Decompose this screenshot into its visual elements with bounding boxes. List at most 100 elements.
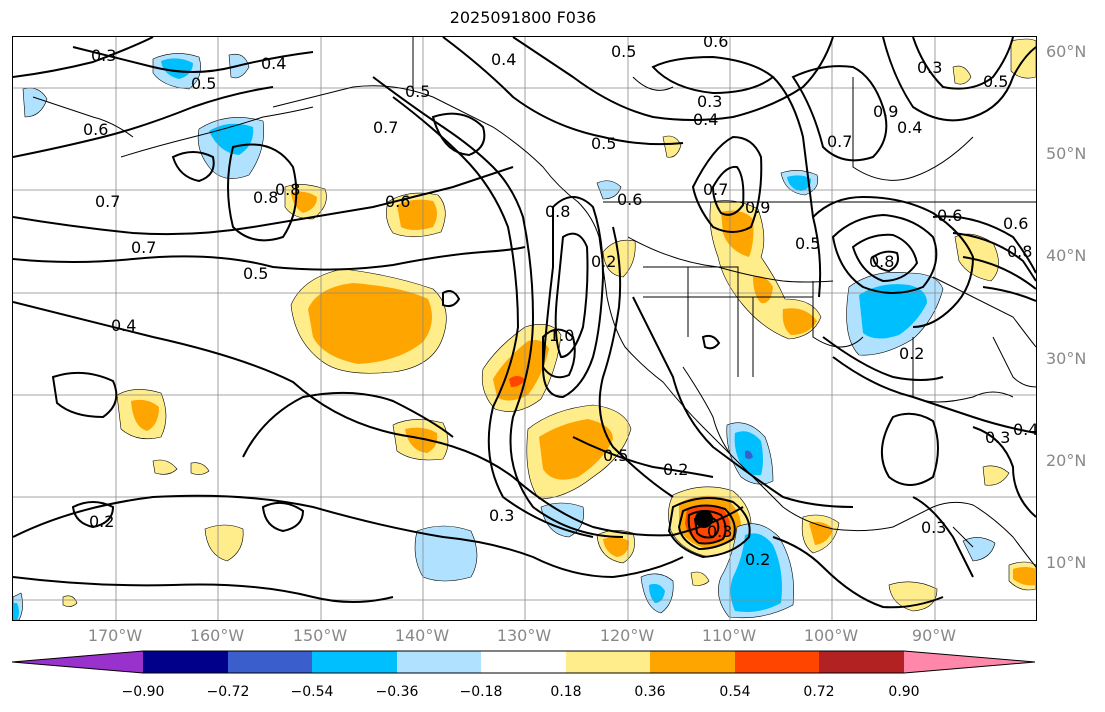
contour-label: 0.7 — [373, 118, 398, 137]
contour-label: 0.3 — [489, 506, 514, 525]
colorbar-tick-label: 0.90 — [888, 684, 920, 700]
contour-label: 0.5 — [243, 264, 268, 283]
contour-label: 0.2 — [663, 460, 688, 479]
shading-region — [662, 135, 682, 158]
shading-region — [730, 533, 782, 612]
shading-region — [539, 419, 613, 480]
colorbar-tick-label: −0.90 — [121, 684, 165, 700]
shading-region — [62, 595, 78, 607]
colorbar-segment — [12, 651, 143, 673]
shading-region — [161, 58, 193, 79]
contour-label: 0.5 — [405, 82, 430, 101]
colorbar-segment — [143, 651, 228, 673]
lon-label: 160°W — [189, 626, 245, 645]
colorbar-segment — [819, 651, 904, 673]
shading-region — [209, 123, 254, 155]
contour-label: 0.6 — [937, 206, 962, 225]
contour-label: 0.3 — [707, 522, 732, 541]
colorbar-tick-label: 0.54 — [719, 684, 751, 700]
shading-region — [493, 340, 549, 401]
colorbar-tick-label: 0.36 — [634, 684, 666, 700]
colorbar-tick-label: −0.72 — [206, 684, 250, 700]
colorbar-segment — [481, 651, 566, 673]
shading-region — [509, 376, 525, 387]
lat-label: 50°N — [1046, 144, 1087, 163]
contour-label: 0.6 — [385, 192, 410, 211]
contour-labels: 0.3 0.5 0.4 0.6 0.4 0.5 0.3 0.5 0.6 0.5 … — [83, 37, 1036, 569]
contour-label: 0.5 — [611, 42, 636, 61]
shading-region — [721, 210, 754, 257]
colorbar-segment — [566, 651, 650, 673]
colorbar-tick-label: −0.54 — [290, 684, 334, 700]
colorbar — [12, 650, 1036, 674]
shading-region — [952, 65, 972, 85]
contour-label: 0.6 — [83, 120, 108, 139]
contour-label: 0.5 — [591, 134, 616, 153]
shading-region — [397, 199, 437, 230]
shading-region — [982, 465, 1010, 486]
colorbar-tick-label: −0.36 — [375, 684, 419, 700]
shading-region — [131, 399, 159, 431]
colorbar-segment — [904, 651, 1035, 673]
lat-label: 20°N — [1046, 451, 1087, 470]
contour-label: 0.8 — [1007, 242, 1032, 261]
lon-label: 150°W — [292, 626, 348, 645]
colorbar-tick-label: −0.18 — [459, 684, 503, 700]
shading-region — [745, 450, 753, 459]
contour-label: 0.9 — [745, 198, 770, 217]
colorbar-segment — [312, 651, 397, 673]
contour-label: 0.2 — [591, 252, 616, 271]
shading-region — [962, 537, 996, 562]
contour-label: 0.8 — [275, 180, 300, 199]
lat-label: 60°N — [1046, 42, 1087, 61]
shading-region — [603, 537, 629, 557]
contours — [13, 37, 1036, 609]
contour-label: 0.5 — [983, 72, 1008, 91]
contour-label: 0.3 — [697, 92, 722, 111]
map-title: 2025091800 F036 — [449, 8, 597, 27]
shading-region — [13, 603, 19, 620]
contour-label: 0.6 — [1003, 214, 1028, 233]
colorbar-segment — [735, 651, 819, 673]
shading-region — [308, 283, 432, 364]
contour-label: 0.9 — [873, 102, 898, 121]
contour-label: 0.5 — [191, 74, 216, 93]
contour-label: 0.7 — [827, 132, 852, 151]
contour-label: 0.6 — [617, 190, 642, 209]
contour-label: 0.5 — [603, 446, 628, 465]
shading-layer — [13, 38, 1036, 620]
contour-label: 0.4 — [897, 118, 922, 137]
contour-label: 0.4 — [491, 50, 516, 69]
lat-label: 30°N — [1046, 349, 1087, 368]
lon-label: 170°W — [87, 626, 143, 645]
contour-label: 0.8 — [869, 252, 894, 271]
lon-label: 100°W — [803, 626, 859, 645]
shading-region — [753, 276, 773, 304]
shading-region — [954, 233, 999, 282]
shading-region — [782, 308, 817, 335]
shading-region — [405, 427, 438, 453]
contour-label: 0.2 — [745, 550, 770, 569]
contour-label: 0.3 — [921, 518, 946, 537]
contour-label: 0.4 — [693, 110, 718, 129]
contour-label: 1.0 — [549, 326, 574, 345]
colorbar-segment — [228, 651, 312, 673]
contour-label: 0.4 — [1013, 420, 1036, 439]
contour-label: 0.3 — [985, 428, 1010, 447]
colorbar-tick-label: 0.72 — [803, 684, 835, 700]
shading-region — [649, 583, 665, 603]
lon-label: 110°W — [701, 626, 757, 645]
lon-label: 120°W — [599, 626, 655, 645]
contour-label: 0.3 — [91, 46, 116, 65]
contour-label: 0.2 — [89, 512, 114, 531]
colorbar-tick-label: 0.18 — [550, 684, 582, 700]
contour-label: 0.6 — [703, 37, 728, 51]
shading-region — [787, 175, 811, 191]
shading-region — [22, 87, 48, 118]
shading-region — [859, 284, 927, 339]
contour-label: 0.8 — [253, 188, 278, 207]
shading-region — [690, 571, 710, 586]
shading-region — [1013, 567, 1036, 586]
coastlines — [32, 37, 1036, 568]
shading-region — [204, 524, 244, 562]
